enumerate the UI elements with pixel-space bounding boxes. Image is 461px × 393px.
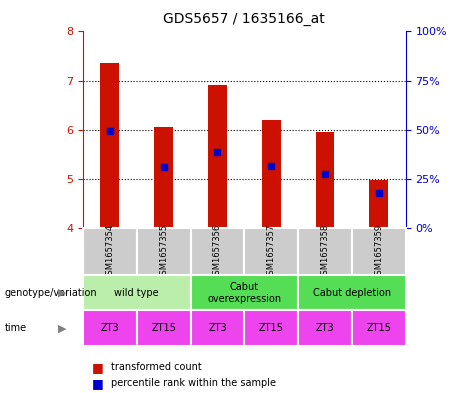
FancyBboxPatch shape — [83, 275, 190, 310]
FancyBboxPatch shape — [352, 310, 406, 346]
Text: Cabut depletion: Cabut depletion — [313, 288, 391, 298]
Text: ZT3: ZT3 — [316, 323, 334, 333]
Text: GSM1657358: GSM1657358 — [320, 223, 330, 280]
FancyBboxPatch shape — [190, 228, 244, 275]
Text: GSM1657359: GSM1657359 — [374, 224, 383, 279]
FancyBboxPatch shape — [298, 310, 352, 346]
FancyBboxPatch shape — [298, 275, 406, 310]
Text: GSM1657355: GSM1657355 — [159, 224, 168, 279]
FancyBboxPatch shape — [244, 228, 298, 275]
FancyBboxPatch shape — [244, 310, 298, 346]
Text: transformed count: transformed count — [111, 362, 201, 373]
Text: Cabut
overexpression: Cabut overexpression — [207, 282, 281, 303]
Bar — [316, 132, 334, 228]
Text: ZT3: ZT3 — [100, 323, 119, 333]
FancyBboxPatch shape — [83, 228, 137, 275]
Text: ZT15: ZT15 — [151, 323, 176, 333]
FancyBboxPatch shape — [137, 228, 190, 275]
FancyBboxPatch shape — [83, 310, 137, 346]
Text: ■: ■ — [92, 376, 104, 390]
Text: ■: ■ — [92, 361, 104, 374]
Text: ZT3: ZT3 — [208, 323, 227, 333]
Bar — [154, 127, 173, 228]
Text: GSM1657354: GSM1657354 — [106, 224, 114, 279]
FancyBboxPatch shape — [190, 310, 244, 346]
Text: GSM1657356: GSM1657356 — [213, 223, 222, 280]
Text: genotype/variation: genotype/variation — [5, 288, 97, 298]
Text: ZT15: ZT15 — [259, 323, 284, 333]
Title: GDS5657 / 1635166_at: GDS5657 / 1635166_at — [164, 12, 325, 26]
Bar — [100, 63, 119, 228]
FancyBboxPatch shape — [190, 275, 298, 310]
Text: ▶: ▶ — [58, 288, 66, 298]
Bar — [369, 180, 388, 228]
Text: time: time — [5, 323, 27, 333]
Text: wild type: wild type — [114, 288, 159, 298]
Bar — [262, 120, 281, 228]
Text: ▶: ▶ — [58, 323, 66, 333]
FancyBboxPatch shape — [352, 228, 406, 275]
Text: percentile rank within the sample: percentile rank within the sample — [111, 378, 276, 388]
Text: ZT15: ZT15 — [366, 323, 391, 333]
Bar — [208, 86, 227, 228]
FancyBboxPatch shape — [298, 228, 352, 275]
FancyBboxPatch shape — [137, 310, 190, 346]
Text: GSM1657357: GSM1657357 — [267, 223, 276, 280]
